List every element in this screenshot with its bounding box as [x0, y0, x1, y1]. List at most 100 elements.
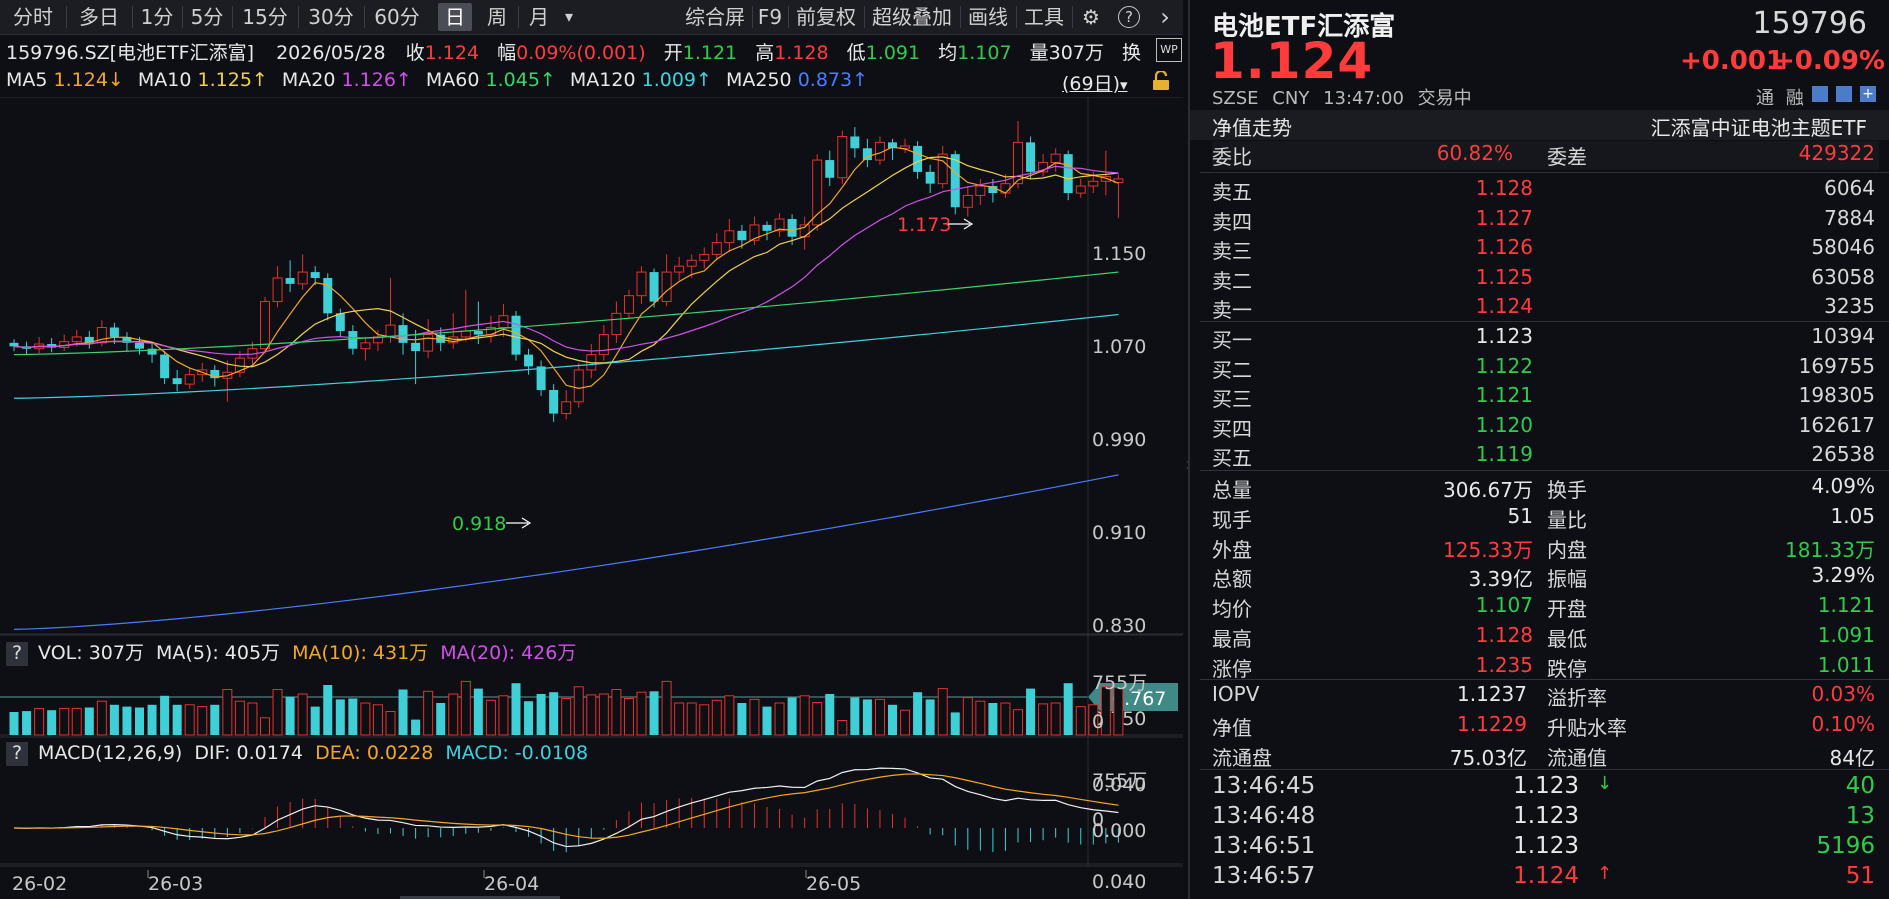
candle-body: [674, 265, 685, 273]
tick-volume: 13: [1845, 803, 1875, 829]
draw-line-button[interactable]: 画线: [968, 5, 1008, 29]
bid-level-label: 买一: [1212, 328, 1252, 352]
ask-row: 卖三 1.126 58046: [1212, 235, 1879, 264]
candle-body: [661, 271, 672, 303]
plus-icon[interactable]: +: [1860, 86, 1876, 102]
open-value: 1.121: [682, 42, 738, 64]
candle-body: [524, 354, 534, 367]
kline-chart[interactable]: 1.150 1.070 0.990 0.910 0.830 0.750 0.76…: [0, 97, 1183, 899]
macd-panel: [13, 767, 1119, 853]
candle-body: [96, 326, 107, 344]
price-change-pct: +0.09%: [1773, 46, 1885, 76]
nav-trend-label[interactable]: 净值走势: [1212, 116, 1292, 140]
composite-screen-button[interactable]: 综合屏: [685, 5, 745, 29]
volume-bar: [411, 719, 421, 735]
tools-button[interactable]: 工具: [1024, 5, 1064, 29]
volume-bar: [536, 694, 546, 735]
volume-bar: [1113, 687, 1124, 736]
tab-5min[interactable]: 5分: [190, 5, 224, 29]
candle-body: [950, 154, 960, 208]
volume-bar: [172, 704, 182, 735]
tab-60min[interactable]: 60分: [374, 5, 420, 29]
volume-bar: [498, 695, 509, 736]
volume-bar: [160, 695, 170, 735]
candle-body: [1113, 178, 1124, 183]
candle-body: [348, 331, 358, 349]
fund-label: 流通盘: [1212, 745, 1272, 770]
volume-bar: [197, 706, 208, 736]
next-icon[interactable]: ›: [1160, 3, 1170, 31]
macd-tick: 0.040: [1092, 871, 1146, 893]
volume-bar: [674, 702, 685, 736]
candle-body: [9, 342, 19, 347]
ask-price: 1.125: [1475, 264, 1533, 289]
stat-value: 1.107: [1475, 593, 1533, 618]
nav-header[interactable]: [1190, 110, 1889, 140]
macd-help-icon[interactable]: ?: [6, 742, 28, 766]
stat-value: 3.29%: [1811, 563, 1875, 588]
scrollbar[interactable]: [400, 896, 560, 899]
fund-row: 流通盘 75.03亿 流通值 84亿: [1212, 742, 1879, 771]
candle-body: [310, 272, 320, 278]
price-tick: 0.910: [1092, 522, 1146, 544]
vol-help-icon[interactable]: ?: [6, 642, 28, 666]
macd-legend: ? MACD(12,26,9) DIF: 0.0174 DEA: 0.0228 …: [6, 742, 588, 766]
lower-panels: 755万 0 0.040 0.000 26-02 26-03 26-04 26-…: [0, 634, 1183, 899]
price-tick: 1.070: [1092, 336, 1146, 358]
ma10-value: 1.125↑: [197, 69, 268, 91]
volume-bar: [485, 699, 496, 736]
tab-weekly[interactable]: 周: [487, 5, 507, 29]
f9-button[interactable]: F9: [757, 5, 783, 29]
tab-multi-day[interactable]: 多日: [79, 5, 119, 29]
tick-row: 13:46:57 1.124 ↑ 51: [1212, 863, 1879, 893]
period-dropdown-icon[interactable]: ▾: [564, 7, 574, 26]
candle-body: [47, 344, 57, 348]
ma20-value: 1.126↑: [341, 69, 412, 91]
wp-icon[interactable]: WP: [1156, 38, 1182, 62]
help-icon[interactable]: ?: [1116, 3, 1142, 31]
candle-body: [737, 230, 747, 241]
tab-monthly[interactable]: 月: [529, 5, 549, 29]
lock-icon[interactable]: [1152, 69, 1170, 90]
tab-30min[interactable]: 30分: [308, 5, 354, 29]
low-value: 1.091: [865, 42, 921, 64]
volume-bar: [561, 698, 572, 736]
price-tick: 1.150: [1092, 243, 1146, 265]
days-dropdown-icon: ▾: [1120, 76, 1128, 94]
candle-body: [260, 301, 270, 350]
ask-row: 卖五 1.128 6064: [1212, 176, 1879, 205]
tab-1min[interactable]: 1分: [140, 5, 174, 29]
diff-label: 委差: [1547, 145, 1587, 169]
tab-fenshi[interactable]: 分时: [13, 5, 53, 29]
days-selector[interactable]: (69日)▾: [1062, 69, 1128, 96]
volume-bar: [812, 702, 823, 736]
high-annotation: 1.173: [897, 214, 951, 236]
bid-row: 买三 1.121 198305: [1212, 383, 1879, 412]
macd-label: MACD(12,26,9): [38, 742, 183, 764]
edit-icon[interactable]: [1812, 86, 1828, 102]
candle-body: [385, 324, 396, 338]
candle-body: [962, 194, 973, 208]
volume-panel: [9, 680, 1124, 736]
quote-line: 159796.SZ[电池ETF汇添富] 2026/05/28 收1.124 幅0…: [6, 38, 1141, 65]
tab-15min[interactable]: 15分: [242, 5, 288, 29]
dif-line: [13, 767, 1119, 848]
macd-tick-top: 0.040: [1092, 774, 1146, 796]
macd-tick-zero: 0.000: [1092, 820, 1146, 842]
ask-price: 1.126: [1475, 235, 1533, 259]
gear-icon[interactable]: ⚙: [1082, 5, 1100, 29]
stat-value: 1.011: [1817, 652, 1875, 677]
volume-bar: [888, 704, 897, 735]
fund-label: 溢折率: [1547, 686, 1607, 710]
volume-bar: [975, 700, 986, 736]
super-overlay-button[interactable]: 超级叠加: [872, 5, 952, 29]
tab-daily[interactable]: 日: [438, 3, 472, 31]
grid-icon[interactable]: [1836, 86, 1852, 102]
candle-body: [460, 330, 471, 338]
bid-level-label: 买二: [1212, 357, 1252, 382]
volume-bar: [711, 699, 722, 736]
candle-body: [135, 342, 144, 349]
forward-adjust-button[interactable]: 前复权: [796, 5, 856, 29]
ratio-value: 60.82%: [1436, 141, 1513, 165]
rong-label: 融: [1785, 88, 1804, 109]
